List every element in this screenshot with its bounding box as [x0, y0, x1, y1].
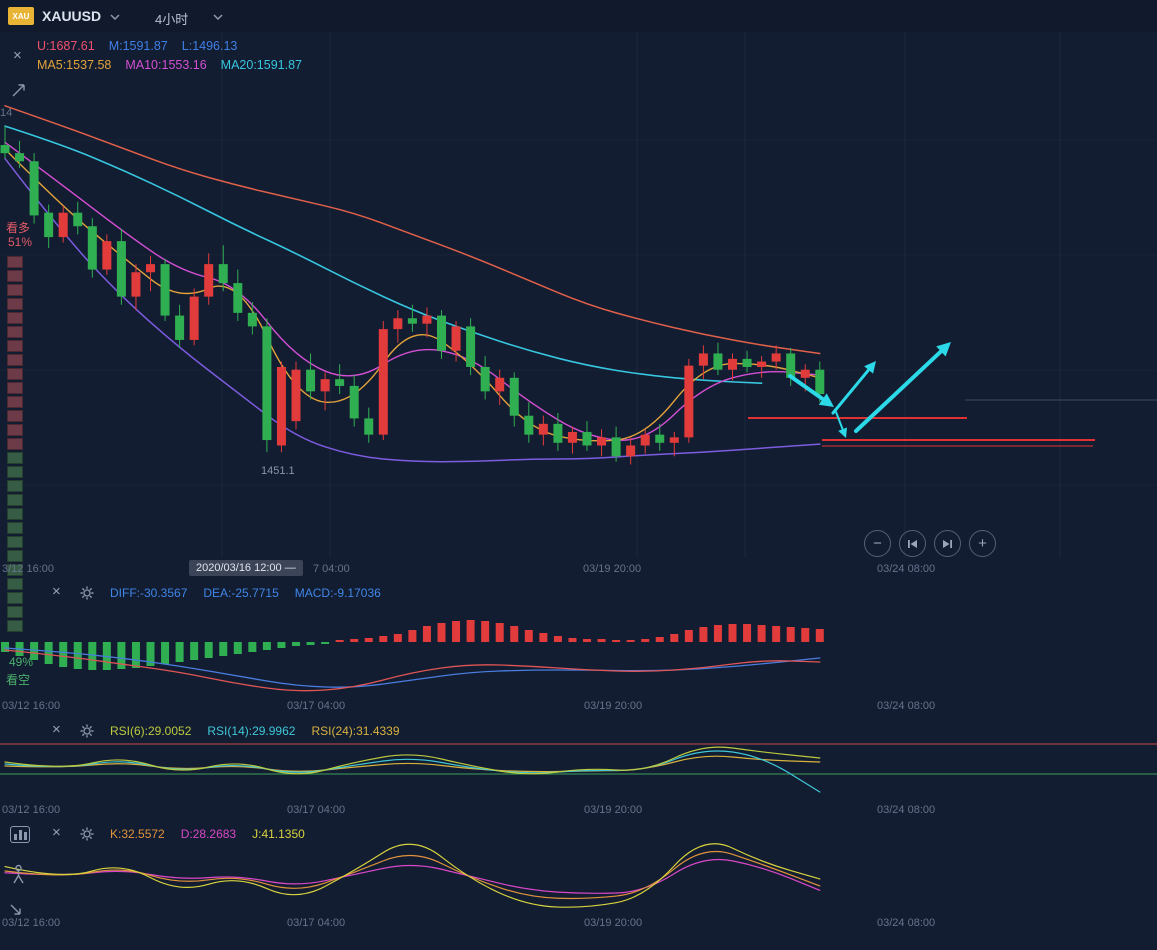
j-value: J:41.1350: [252, 827, 305, 841]
step-forward-button[interactable]: [934, 530, 961, 557]
macd-values: DIFF:-30.3567 DEA:-25.7715 MACD:-9.17036: [110, 586, 381, 600]
time-label: 03/12 16:00: [2, 917, 61, 929]
rsi24-value: RSI(24):31.4339: [311, 724, 400, 738]
time-label: 03/17 04:00: [287, 804, 346, 816]
rsi-settings-icon[interactable]: [80, 724, 94, 738]
skip-start-icon: [908, 539, 917, 548]
k-value: K:32.5572: [110, 827, 165, 841]
lowest-price-label: 1451.1: [261, 465, 295, 477]
timeframe-dropdown-icon[interactable]: [213, 14, 223, 20]
dea-value: DEA:-25.7715: [203, 586, 279, 600]
time-label: 3/12 16:00: [2, 563, 54, 575]
time-label: 03/17 04:00: [287, 700, 346, 712]
symbol-name[interactable]: XAUUSD: [42, 8, 102, 24]
bear-label: 看空: [6, 673, 31, 687]
bear-percent: 49%: [9, 655, 34, 669]
rsi14-value: RSI(14):29.9962: [207, 724, 296, 738]
crosshair-time-tooltip: 2020/03/16 12:00 —: [189, 560, 303, 576]
ma20-value: MA20:1591.87: [220, 58, 302, 72]
diff-value: DIFF:-30.3567: [110, 586, 188, 600]
time-label: 7 04:00: [313, 563, 350, 575]
boll-lower-value: L:1496.13: [181, 39, 238, 53]
top-bar: [0, 0, 1157, 32]
symbol-logo: XAU: [8, 7, 34, 25]
time-label: 03/17 04:00: [287, 917, 346, 929]
time-label: 03/24 08:00: [877, 700, 936, 712]
time-label: 03/19 20:00: [584, 917, 643, 929]
rsi-close-button[interactable]: ×: [52, 721, 61, 738]
zoom-out-button[interactable]: −: [864, 530, 891, 557]
time-label: 03/12 16:00: [2, 804, 61, 816]
ma10-value: MA10:1553.16: [125, 58, 207, 72]
plus-icon: +: [978, 535, 987, 552]
time-label: 03/24 08:00: [877, 804, 936, 816]
time-label: 03/19 20:00: [584, 804, 643, 816]
macd-close-button[interactable]: ×: [52, 583, 61, 600]
timeframe-selector[interactable]: 4小时: [155, 12, 189, 27]
compass-icon[interactable]: [10, 864, 27, 885]
boll-mid-value: M:1591.87: [108, 39, 168, 53]
time-label: 03/12 16:00: [2, 700, 61, 712]
time-label: 03/24 08:00: [877, 917, 936, 929]
sentiment-gauge: [7, 256, 23, 632]
indicator-panel-icon[interactable]: [10, 826, 30, 843]
rsi-values: RSI(6):29.0052 RSI(14):29.9962 RSI(24):3…: [110, 724, 400, 738]
clipped-price-label: 14: [0, 107, 13, 119]
macd-settings-icon[interactable]: [80, 586, 94, 600]
boll-upper-value: U:1687.61: [37, 39, 95, 53]
d-value: D:28.2683: [180, 827, 237, 841]
rsi6-value: RSI(6):29.0052: [110, 724, 192, 738]
ma-values: MA5:1537.58 MA10:1553.16 MA20:1591.87: [37, 58, 302, 72]
time-label: 03/24 08:00: [877, 563, 936, 575]
close-main-indicator-button[interactable]: ×: [13, 47, 22, 64]
skip-end-icon: [943, 539, 952, 548]
kdj-values: K:32.5572 D:28.2683 J:41.1350: [110, 827, 305, 841]
expand-icon[interactable]: [11, 83, 26, 98]
bull-label: 看多: [6, 221, 31, 235]
time-label: 03/19 20:00: [583, 563, 642, 575]
kdj-settings-icon[interactable]: [80, 827, 94, 841]
draw-arrow-icon[interactable]: [8, 902, 25, 919]
macd-value: MACD:-9.17036: [294, 586, 381, 600]
symbol-dropdown-icon[interactable]: [110, 14, 120, 20]
time-label: 03/19 20:00: [584, 700, 643, 712]
minus-icon: −: [873, 535, 882, 552]
ma5-value: MA5:1537.58: [37, 58, 112, 72]
step-back-button[interactable]: [899, 530, 926, 557]
boll-values: U:1687.61 M:1591.87 L:1496.13: [37, 39, 237, 53]
kdj-close-button[interactable]: ×: [52, 824, 61, 841]
zoom-in-button[interactable]: +: [969, 530, 996, 557]
bull-percent: 51%: [8, 235, 33, 249]
